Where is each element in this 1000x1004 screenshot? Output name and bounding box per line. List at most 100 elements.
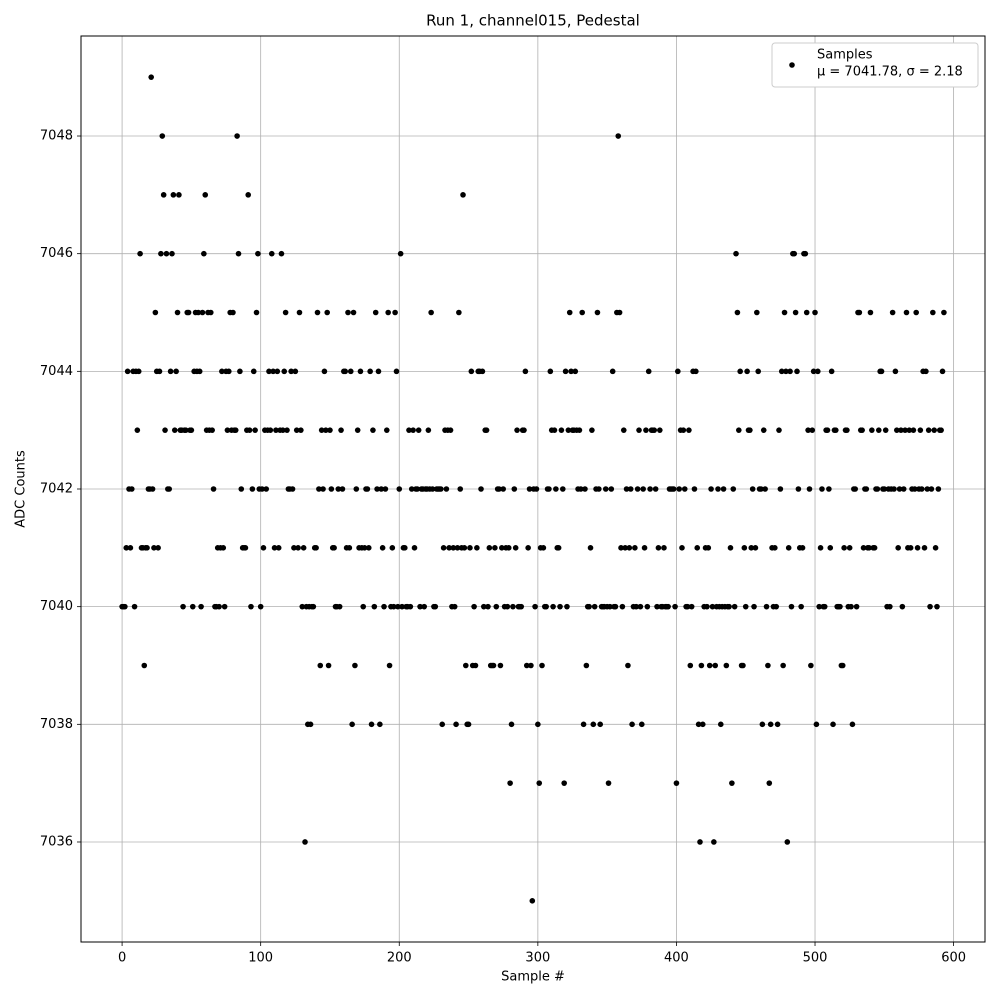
data-point: [443, 486, 450, 492]
data-point: [626, 545, 633, 551]
legend-label: Samples: [817, 48, 873, 63]
data-point: [144, 545, 150, 551]
data-point: [754, 309, 760, 316]
data-point: [421, 603, 428, 610]
data-point: [684, 603, 691, 610]
data-point: [889, 309, 896, 316]
data-point: [914, 545, 921, 551]
data-point: [688, 603, 695, 610]
data-point: [634, 486, 641, 492]
data-point: [785, 545, 792, 551]
data-point: [586, 603, 592, 610]
data-point: [284, 427, 290, 433]
data-point: [572, 368, 579, 375]
data-point: [450, 545, 457, 551]
data-point: [830, 721, 836, 728]
data-point: [207, 309, 214, 316]
data-point: [925, 427, 932, 433]
data-point: [323, 427, 329, 433]
data-point: [245, 192, 252, 198]
data-point: [221, 603, 228, 610]
data-point: [784, 839, 791, 845]
y-tick-label: 7048: [40, 129, 73, 144]
y-tick-label: 7044: [40, 364, 73, 379]
data-point: [747, 427, 753, 433]
data-point: [875, 427, 882, 433]
data-point: [374, 486, 380, 492]
data-point: [928, 486, 935, 492]
data-point: [183, 427, 189, 433]
data-point: [462, 662, 469, 669]
data-point: [590, 721, 597, 728]
data-point: [395, 603, 401, 610]
data-point: [188, 427, 195, 433]
data-point: [508, 721, 515, 728]
data-point: [731, 603, 738, 610]
data-point: [641, 545, 648, 551]
data-point: [465, 721, 472, 728]
data-point: [849, 721, 856, 728]
data-point: [367, 368, 373, 375]
y-tick-label: 7038: [40, 717, 73, 732]
data-point: [540, 545, 547, 551]
data-point: [162, 427, 168, 433]
data-point: [763, 603, 770, 610]
data-point: [846, 545, 853, 551]
data-point: [368, 721, 375, 728]
data-point: [472, 662, 479, 669]
data-point: [892, 368, 899, 375]
data-point: [271, 545, 278, 551]
data-point: [795, 486, 802, 492]
data-point: [219, 368, 225, 375]
x-axis-label: Sample #: [501, 970, 565, 985]
data-point: [259, 486, 265, 492]
data-point: [622, 545, 628, 551]
data-point: [327, 427, 333, 433]
data-point: [342, 368, 349, 375]
data-point: [171, 427, 178, 433]
x-tick-label: 100: [248, 951, 273, 966]
data-point: [148, 74, 154, 80]
data-point: [525, 545, 531, 551]
data-point: [609, 368, 616, 375]
data-point: [853, 603, 860, 610]
data-point: [550, 603, 556, 610]
data-point: [263, 486, 270, 492]
data-point: [589, 427, 595, 433]
data-point: [522, 368, 529, 375]
data-point: [338, 427, 344, 433]
data-point: [320, 486, 326, 492]
data-point: [711, 839, 717, 845]
data-point: [539, 662, 545, 669]
data-point: [237, 368, 243, 375]
data-point: [485, 603, 491, 610]
data-point: [712, 662, 719, 669]
data-point: [137, 250, 143, 257]
data-point: [318, 427, 325, 433]
data-point: [127, 545, 134, 551]
data-point: [705, 545, 712, 551]
data-point: [802, 250, 809, 257]
data-point: [415, 427, 422, 433]
data-point: [810, 368, 817, 375]
data-point: [141, 662, 148, 669]
data-point: [328, 486, 335, 492]
data-point: [543, 603, 549, 610]
data-point: [481, 603, 487, 610]
data-point: [910, 427, 917, 433]
data-point: [856, 309, 863, 316]
data-point: [292, 368, 299, 375]
data-point: [726, 603, 732, 610]
data-point: [234, 133, 240, 139]
data-point: [657, 427, 663, 433]
data-point: [460, 192, 466, 198]
data-point: [201, 250, 207, 257]
data-point: [226, 368, 232, 375]
data-point: [813, 721, 820, 728]
data-point: [819, 486, 825, 492]
data-point: [381, 603, 387, 610]
data-point: [939, 368, 946, 375]
data-point: [250, 368, 257, 375]
data-point: [899, 603, 906, 610]
data-point: [844, 427, 850, 433]
